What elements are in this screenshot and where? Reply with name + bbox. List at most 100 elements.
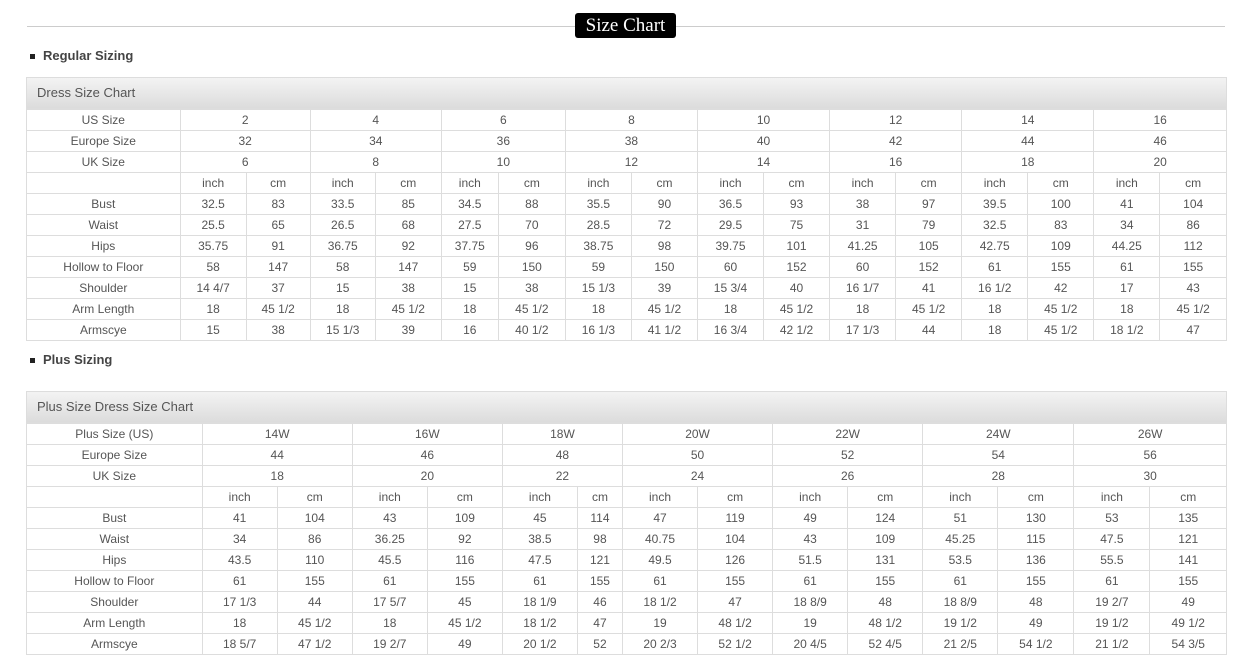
measurement-cell: 44.25 bbox=[1093, 235, 1161, 257]
measurement-cell: 20 1/2 bbox=[501, 633, 578, 654]
measurement-cell: 34 bbox=[1093, 214, 1161, 236]
measurement-cell: 47.5 bbox=[501, 549, 578, 571]
measurement-cell: 147 bbox=[245, 256, 311, 278]
measurement-cell: 29.5 bbox=[696, 214, 765, 236]
measurement-cell: 45 1/2 bbox=[426, 612, 503, 634]
measurement-cell: 16 1/2 bbox=[961, 277, 1029, 299]
measurement-cell: 39.5 bbox=[961, 193, 1029, 215]
size-cell: 30 bbox=[1073, 465, 1226, 487]
measurement-cell: 49 bbox=[426, 633, 503, 654]
unit-cell: inch bbox=[351, 486, 428, 508]
measurement-cell: 45 1/2 bbox=[763, 298, 831, 320]
row-label: Armscye bbox=[27, 633, 203, 654]
size-cell: 44 bbox=[961, 130, 1095, 152]
table-title: Plus Size Dress Size Chart bbox=[27, 392, 1226, 423]
measurement-cell: 45 1/2 bbox=[374, 298, 442, 320]
size-cell: 46 bbox=[351, 444, 503, 466]
row-label: Armscye bbox=[27, 319, 181, 340]
measurement-cell: 19 1/2 bbox=[922, 612, 999, 634]
measurement-cell: 86 bbox=[1159, 214, 1226, 236]
measurement-cell: 61 bbox=[961, 256, 1029, 278]
measurement-cell: 51 bbox=[922, 507, 999, 529]
measurement-cell: 61 bbox=[501, 570, 578, 592]
measurement-cell: 155 bbox=[1149, 570, 1226, 592]
measurement-cell: 52 4/5 bbox=[847, 633, 924, 654]
measurement-cell: 14 4/7 bbox=[179, 277, 247, 299]
measurement-cell: 19 1/2 bbox=[1073, 612, 1151, 634]
size-cell: 16 bbox=[1093, 109, 1226, 131]
row-label: Europe Size bbox=[27, 444, 203, 466]
measurement-cell: 85 bbox=[374, 193, 442, 215]
size-cell: 42 bbox=[829, 130, 963, 152]
measurement-cell: 121 bbox=[576, 549, 623, 571]
size-cell: 20 bbox=[1093, 151, 1226, 173]
measurement-cell: 70 bbox=[497, 214, 566, 236]
measurement-cell: 61 bbox=[201, 570, 278, 592]
measurement-cell: 18 bbox=[1093, 298, 1161, 320]
unit-cell: inch bbox=[621, 486, 699, 508]
size-cell: 24W bbox=[922, 423, 1075, 445]
measurement-cell: 45 1/2 bbox=[1027, 298, 1095, 320]
measurement-cell: 19 bbox=[772, 612, 849, 634]
measurement-cell: 47.5 bbox=[1073, 528, 1151, 550]
size-cell: 40 bbox=[696, 130, 831, 152]
measurement-cell: 18 bbox=[440, 298, 499, 320]
measurement-cell: 18 bbox=[351, 612, 428, 634]
measurement-cell: 147 bbox=[374, 256, 442, 278]
size-cell: 46 bbox=[1093, 130, 1226, 152]
size-cell: 12 bbox=[564, 151, 698, 173]
measurement-cell: 45 1/2 bbox=[1027, 319, 1095, 340]
size-cell: 48 bbox=[501, 444, 623, 466]
size-cell: 20W bbox=[621, 423, 774, 445]
measurement-cell: 15 1/3 bbox=[309, 319, 376, 340]
measurement-cell: 49 bbox=[997, 612, 1075, 634]
measurement-cell: 61 bbox=[772, 570, 849, 592]
row-label bbox=[27, 172, 181, 194]
unit-cell: inch bbox=[201, 486, 278, 508]
unit-cell: inch bbox=[1093, 172, 1161, 194]
size-cell: 18 bbox=[201, 465, 353, 487]
measurement-cell: 36.5 bbox=[696, 193, 765, 215]
measurement-cell: 38.5 bbox=[501, 528, 578, 550]
measurement-cell: 126 bbox=[697, 549, 774, 571]
measurement-cell: 16 bbox=[440, 319, 499, 340]
measurement-cell: 54 3/5 bbox=[1149, 633, 1226, 654]
measurement-cell: 42 1/2 bbox=[763, 319, 831, 340]
measurement-cell: 135 bbox=[1149, 507, 1226, 529]
measurement-cell: 155 bbox=[697, 570, 774, 592]
unit-cell: cm bbox=[374, 172, 442, 194]
unit-cell: inch bbox=[1073, 486, 1151, 508]
table-row: Bust 32.5 83 33.5 85 34.5 88 35.5 90 36.5 93 38 97 39… bbox=[27, 193, 1226, 215]
row-label: Bust bbox=[27, 193, 181, 215]
plus-size-grid: Plus Size (US) 14W 16W 18W 20W 22W 24W 26W Europ… bbox=[27, 423, 1226, 654]
measurement-cell: 41 1/2 bbox=[630, 319, 698, 340]
measurement-cell: 88 bbox=[497, 193, 566, 215]
measurement-cell: 15 bbox=[179, 319, 247, 340]
measurement-cell: 37 bbox=[245, 277, 311, 299]
measurement-cell: 18 1/2 bbox=[621, 591, 699, 613]
table-row: Bust 41 104 43 109 45 114 47 119 49 124 51 130 53 135 bbox=[27, 507, 1226, 529]
measurement-cell: 17 bbox=[1093, 277, 1161, 299]
measurement-cell: 40 bbox=[763, 277, 831, 299]
measurement-cell: 48 bbox=[847, 591, 924, 613]
regular-size-table: Dress Size Chart US Size 2 4 6 8 10 12 14 16 Euro… bbox=[26, 77, 1227, 341]
measurement-cell: 65 bbox=[245, 214, 311, 236]
measurement-cell: 18 bbox=[829, 298, 897, 320]
size-cell: 8 bbox=[564, 109, 698, 131]
row-label: UK Size bbox=[27, 465, 203, 487]
size-cell: 16W bbox=[351, 423, 503, 445]
measurement-cell: 54 1/2 bbox=[997, 633, 1075, 654]
unit-cell: cm bbox=[697, 486, 774, 508]
section-regular-sizing: Regular Sizing bbox=[30, 48, 133, 63]
size-row: Europe Size 32 34 36 38 40 42 44 46 bbox=[27, 130, 1226, 152]
plus-size-table: Plus Size Dress Size Chart Plus Size (US… bbox=[26, 391, 1227, 655]
measurement-cell: 100 bbox=[1027, 193, 1095, 215]
table-row: Waist 34 86 36.25 92 38.5 98 40.75 104 43 109 45.25… bbox=[27, 528, 1226, 550]
row-label: Shoulder bbox=[27, 591, 203, 613]
table-row: Shoulder 17 1/3 44 17 5/7 45 18 1/9 46 18 1/2 47… bbox=[27, 591, 1226, 613]
measurement-cell: 47 bbox=[576, 612, 623, 634]
measurement-cell: 32.5 bbox=[179, 193, 247, 215]
unit-cell: inch bbox=[922, 486, 999, 508]
row-label: Europe Size bbox=[27, 130, 181, 152]
size-cell: 20 bbox=[351, 465, 503, 487]
